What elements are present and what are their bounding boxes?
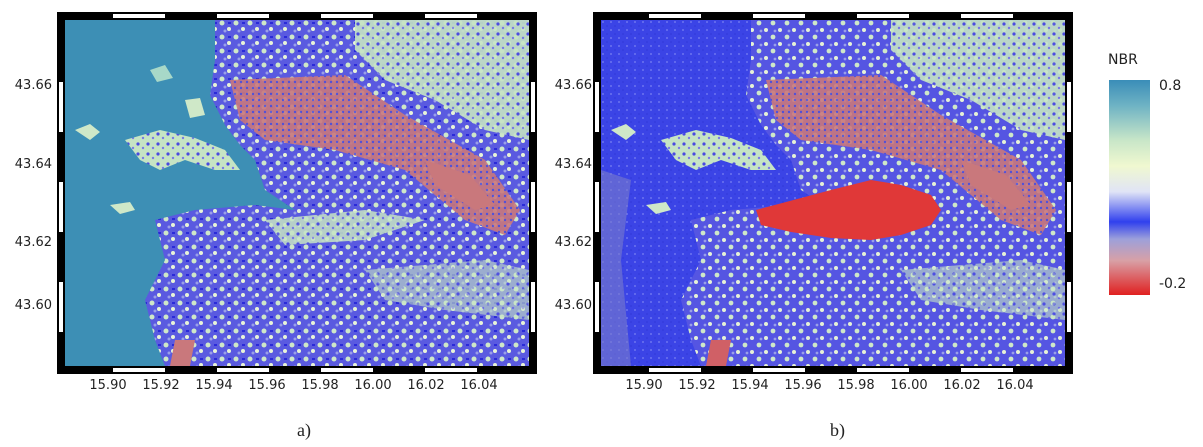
x-tick-label: 15.90 (625, 378, 663, 393)
legend-max-label: 0.8 (1159, 78, 1182, 94)
x-tick-label: 15.94 (731, 378, 769, 393)
x-tick-label: 15.98 (837, 378, 875, 393)
x-tick-label: 15.90 (89, 378, 127, 393)
x-tick-label: 16.02 (943, 378, 981, 393)
panel-b: 43.66 43.64 43.62 43.60 15.90 15.92 15.9… (540, 0, 1100, 447)
x-tick-label: 15.92 (678, 378, 716, 393)
x-tick-label: 15.92 (142, 378, 180, 393)
x-tick-label: 16.02 (407, 378, 445, 393)
x-tick-label: 15.94 (195, 378, 233, 393)
y-tick-label: 43.66 (14, 78, 52, 93)
map-b[interactable] (593, 12, 1073, 374)
map-a-raster (65, 20, 529, 366)
y-tick-label: 43.62 (554, 235, 592, 250)
legend-min-label: -0.2 (1159, 276, 1187, 292)
x-tick-label: 15.96 (784, 378, 822, 393)
x-tick-label: 15.98 (301, 378, 339, 393)
x-tick-label: 15.96 (248, 378, 286, 393)
x-tick-label: 16.00 (354, 378, 392, 393)
x-tick-label: 16.04 (460, 378, 498, 393)
y-tick-label: 43.66 (554, 78, 592, 93)
panel-a: 43.66 43.64 43.62 43.60 15.90 15.92 15.9… (0, 0, 560, 447)
y-tick-label: 43.62 (14, 235, 52, 250)
x-tick-label: 16.00 (890, 378, 928, 393)
legend-color-ramp (1109, 80, 1150, 295)
y-tick-label: 43.60 (14, 298, 52, 313)
x-tick-label: 16.04 (996, 378, 1034, 393)
panel-b-caption: b) (830, 420, 845, 440)
map-b-raster (601, 20, 1065, 366)
y-tick-label: 43.60 (554, 298, 592, 313)
legend-title: NBR (1108, 52, 1138, 68)
map-a[interactable] (57, 12, 537, 374)
panel-a-caption: a) (297, 420, 311, 440)
y-tick-label: 43.64 (554, 157, 592, 172)
y-tick-label: 43.64 (14, 157, 52, 172)
